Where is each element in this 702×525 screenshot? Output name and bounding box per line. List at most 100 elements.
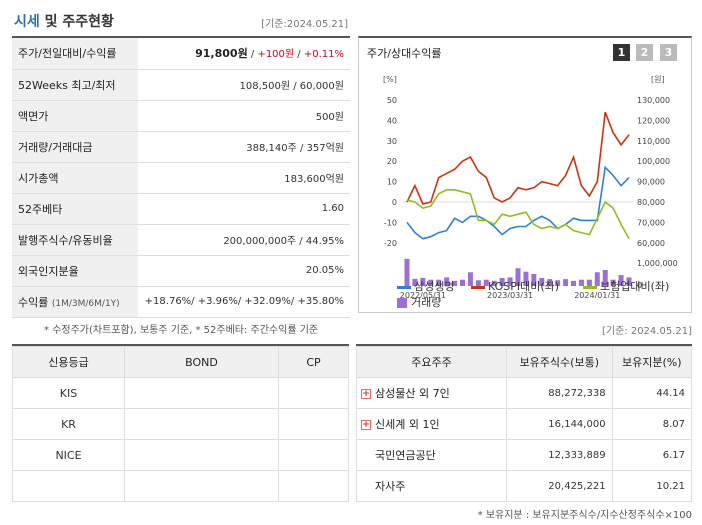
divider <box>12 36 350 38</box>
holder-pct: 8.07 <box>611 408 693 440</box>
stat-label: 주가/전일대비/수익률 <box>12 38 138 70</box>
stat-label: 거래량/거래대금 <box>12 131 138 163</box>
legend-line-icon <box>583 285 597 289</box>
holder-name: 신세계 외 1인 <box>375 418 440 431</box>
volume-bar <box>571 280 576 286</box>
y-right-tick-label: 80,000 <box>637 198 665 207</box>
relative-return-chart: [%] [원] 50 40 30 20 10 0 -10 -20 130,000 120,000 110… <box>383 75 678 298</box>
legend-box-icon <box>397 298 407 308</box>
chart-page-1-button[interactable]: 1 <box>613 44 630 61</box>
legend-label: KOSPI대비(좌) <box>488 280 560 293</box>
chart-legend: 삼성생명 KOSPI대비(좌) 보험업대비(좌) 거래량 <box>359 278 691 314</box>
bond-rating <box>124 377 279 409</box>
chart-panel: 주가/상대수익률 1 2 3 [%] [원] 50 40 30 20 10 0 -10 -20 13… <box>358 36 692 313</box>
stat-value: 500원 <box>138 100 350 132</box>
holder-name: 삼성물산 외 7인 <box>375 387 450 400</box>
holders-header: 보유지분(%) <box>611 346 693 378</box>
volume-bar <box>610 279 616 286</box>
stat-value: 108,500원 / 60,000원 <box>138 69 350 101</box>
stat-label: 발행주식수/유동비율 <box>12 224 138 256</box>
volume-bar <box>475 280 481 286</box>
stats-footnote: * 수정주가(차트포함), 보통주 기준, * 52주베타: 주간수익률 기준 <box>44 325 319 336</box>
table-row: NICE <box>12 439 350 471</box>
volume-bar <box>586 279 592 286</box>
volume-bar <box>563 279 569 286</box>
cp-rating <box>277 439 350 471</box>
stat-label: 시가총액 <box>12 162 138 194</box>
expand-plus-icon[interactable]: + <box>361 420 371 430</box>
y-right-tick-label: 90,000 <box>637 178 665 187</box>
stat-value: 388,140주 / 357억원 <box>138 131 350 163</box>
y-left-tick-label: -10 <box>384 218 397 227</box>
divider <box>356 344 692 346</box>
volume-bar <box>555 280 561 286</box>
stat-value: 20.05% <box>138 255 350 287</box>
chart-page-2-button[interactable]: 2 <box>636 44 653 61</box>
legend-label: 보험업대비(좌) <box>600 280 670 293</box>
volume-bar <box>515 268 521 286</box>
holder-name-cell: + 삼성물산 외 7인 <box>356 377 507 409</box>
holders-header: 주요주주 <box>356 346 507 378</box>
legend-samsung: 삼성생명 <box>397 278 454 294</box>
table-row: 자사주 20,425,221 10.21 <box>356 470 693 502</box>
legend-line-icon <box>471 285 485 289</box>
holder-shares: 12,333,889 <box>506 439 613 471</box>
agency-name <box>12 470 125 502</box>
stat-row: 시가총액 183,600억원 <box>12 162 350 194</box>
holders-header: 보유주식수(보통) <box>506 346 613 378</box>
expand-plus-icon[interactable]: + <box>361 389 371 399</box>
chart-page-3-button[interactable]: 3 <box>660 44 677 61</box>
holder-name-cell: + 신세계 외 1인 <box>356 408 507 440</box>
volume-bar <box>467 272 473 286</box>
holder-pct: 44.14 <box>611 377 693 409</box>
volume-bar <box>436 279 442 286</box>
stat-row: 발행주식수/유동비율 200,000,000주 / 44.95% <box>12 224 350 256</box>
table-row <box>12 470 350 502</box>
returns-value: +18.76%/ +3.96%/ +32.09%/ +35.80% <box>138 286 350 318</box>
x-tick-label: 2023/03/31 <box>487 291 533 298</box>
series-line-insurance <box>406 189 630 240</box>
volume-bar <box>618 275 624 286</box>
volume-bar <box>547 279 553 286</box>
y-left-tick-label: 50 <box>387 96 397 105</box>
table-row: KIS <box>12 377 350 409</box>
y-left-tick-label: 0 <box>392 198 397 207</box>
volume-bar <box>452 280 458 286</box>
y-right-tick-label: 60,000 <box>637 239 665 248</box>
volume-bar <box>412 278 418 286</box>
current-price: 91,800원 <box>195 47 248 61</box>
table-row: 국민연금공단 12,333,889 6.17 <box>356 439 693 471</box>
y-right-tick-label: 130,000 <box>637 96 670 105</box>
holder-shares: 20,425,221 <box>506 470 613 502</box>
stat-value: 91,800원 / +100원 / +0.11% <box>138 38 350 70</box>
bond-rating <box>124 408 279 440</box>
right-axis-unit: [원] <box>651 75 665 84</box>
header-title-market: 시세 <box>14 14 40 30</box>
separator: / <box>294 49 304 61</box>
returns-label: 수익률 <box>18 295 49 309</box>
price-stats-table: 주가/전일대비/수익률 91,800원 / +100원 / +0.11% 52W… <box>12 38 350 318</box>
stat-value: 1.60 <box>138 193 350 225</box>
legend-line-icon <box>397 285 411 289</box>
y-left-tick-label: 40 <box>387 116 397 125</box>
bond-rating <box>124 470 279 502</box>
stat-label: 수익률 (1M/3M/6M/1Y) <box>12 286 138 318</box>
holders-date: [기준: 2024.05.21] <box>601 326 692 337</box>
holder-shares: 16,144,000 <box>506 408 613 440</box>
header-title-rest: 및 주주현황 <box>39 14 114 30</box>
credit-rating-table: 신용등급 BOND CP KIS KR NICE <box>12 346 350 502</box>
price-return: +0.11% <box>303 49 344 61</box>
separator: / <box>247 49 258 61</box>
holder-pct: 10.21 <box>611 470 693 502</box>
agency-name: NICE <box>12 439 125 471</box>
volume-bar <box>460 279 465 286</box>
stat-label: 52주베타 <box>12 193 138 225</box>
volume-bar <box>602 269 608 286</box>
holder-name-cell: 자사주 <box>356 470 507 502</box>
volume-bar <box>404 258 410 286</box>
header-date: [기준:2024.05.21] <box>261 19 348 30</box>
volume-bar <box>539 277 545 286</box>
y-left-tick-label: 20 <box>387 157 397 166</box>
stat-label: 액면가 <box>12 100 138 132</box>
agency-name: KIS <box>12 377 125 409</box>
